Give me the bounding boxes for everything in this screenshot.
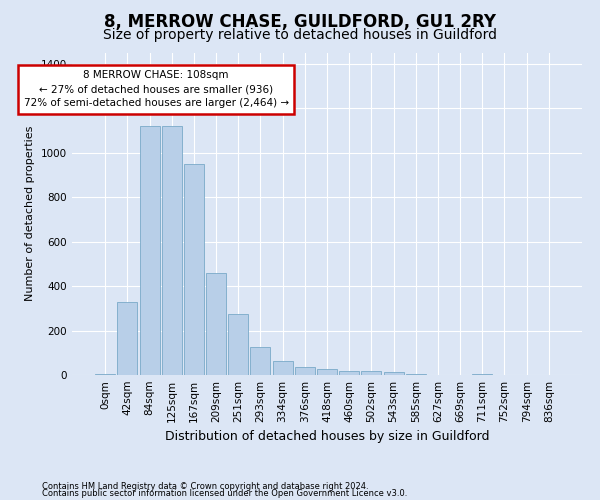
Bar [228,314,248,375]
Bar [206,272,226,375]
Text: 8, MERROW CHASE, GUILDFORD, GU1 2RY: 8, MERROW CHASE, GUILDFORD, GU1 2RY [104,12,496,30]
Bar [162,126,182,375]
Bar [317,370,337,375]
Text: Contains public sector information licensed under the Open Government Licence v3: Contains public sector information licen… [42,490,407,498]
Text: Contains HM Land Registry data © Crown copyright and database right 2024.: Contains HM Land Registry data © Crown c… [42,482,368,491]
Bar [472,374,492,375]
Text: 8 MERROW CHASE: 108sqm
← 27% of detached houses are smaller (936)
72% of semi-de: 8 MERROW CHASE: 108sqm ← 27% of detached… [23,70,289,108]
Bar [406,374,426,375]
Bar [383,372,404,375]
Bar [250,347,271,375]
Bar [118,302,137,375]
Bar [295,367,315,375]
Bar [184,164,204,375]
Text: Size of property relative to detached houses in Guildford: Size of property relative to detached ho… [103,28,497,42]
Bar [140,126,160,375]
Bar [339,370,359,375]
Bar [361,370,382,375]
Y-axis label: Number of detached properties: Number of detached properties [25,126,35,302]
Bar [95,374,115,375]
Bar [272,360,293,375]
X-axis label: Distribution of detached houses by size in Guildford: Distribution of detached houses by size … [165,430,489,444]
